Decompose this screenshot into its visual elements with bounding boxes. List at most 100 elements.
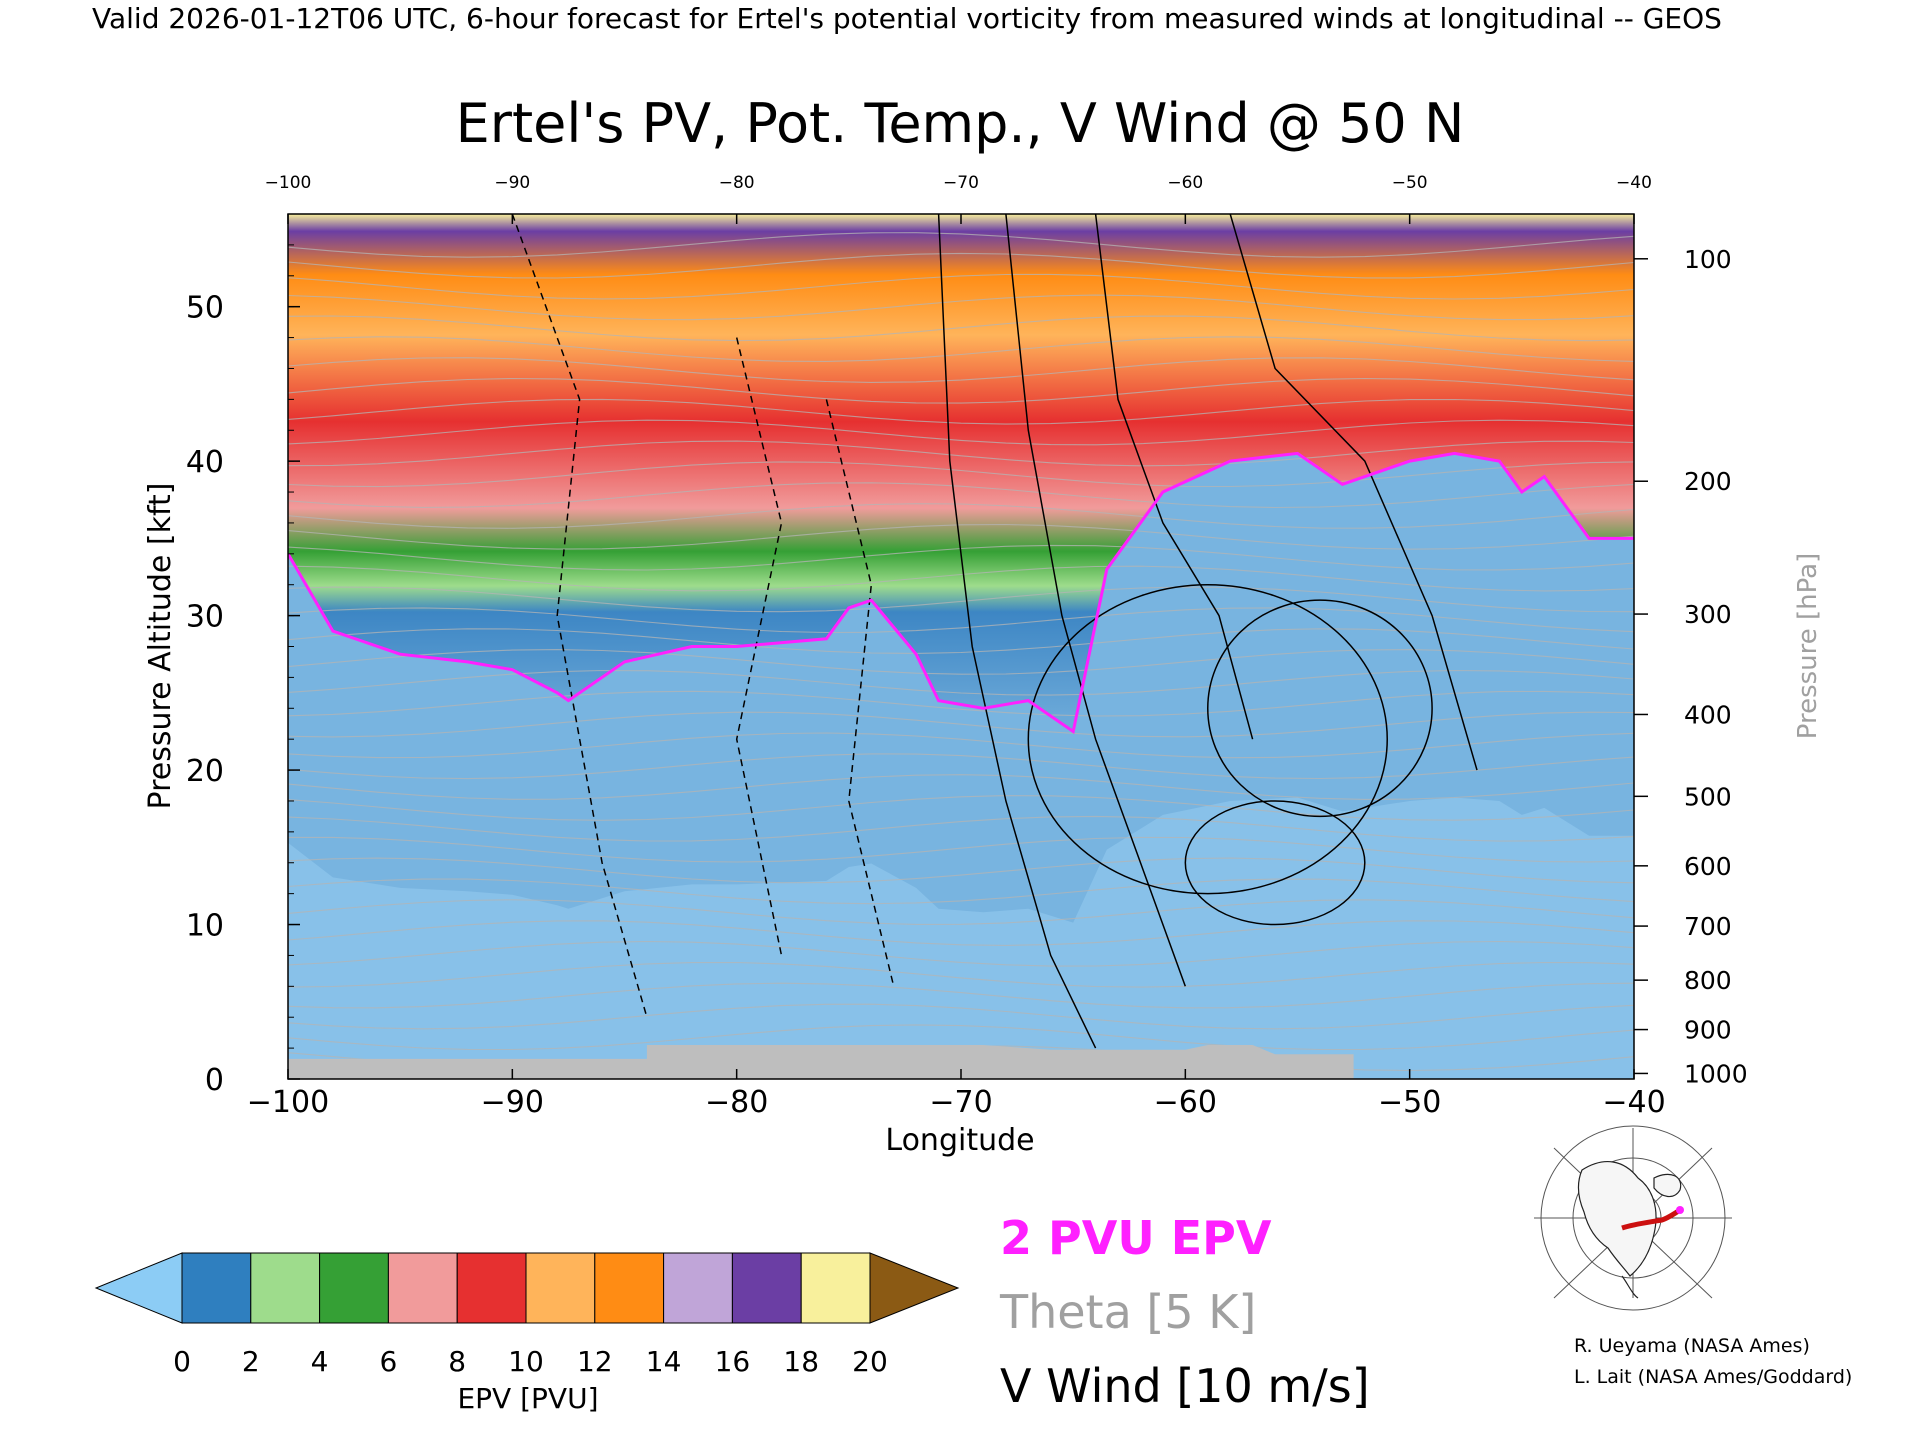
- x-tick-label: −50: [1378, 1085, 1441, 1120]
- pressure-tick-label: 800: [1684, 966, 1732, 995]
- theta-line: [288, 357, 1634, 383]
- x-tick-label: −100: [247, 1085, 329, 1120]
- header-banner: Valid 2026-01-12T06 UTC, 6-hour forecast…: [92, 2, 1722, 35]
- wind-contour: [1184, 800, 1366, 926]
- colorbar-segment: [181, 1252, 252, 1324]
- wind-contour: [1207, 599, 1433, 818]
- theta-line: [288, 1003, 1634, 1030]
- chart-title: Ertel's PV, Pot. Temp., V Wind @ 50 N: [456, 92, 1465, 155]
- locator-map: [1534, 1125, 1732, 1311]
- theta-line: [288, 940, 1634, 967]
- pressure-tick-label: 500: [1684, 782, 1732, 811]
- pressure-tick-label: 700: [1684, 912, 1732, 941]
- colorbar-tick-label: 18: [783, 1345, 819, 1378]
- colorbar: 0 2 4 6 8 10 12 14 16 18 20: [94, 1252, 960, 1378]
- colorbar-segment: [387, 1252, 458, 1324]
- colorbar-tick-label: 16: [715, 1345, 751, 1378]
- pressure-tick-label: 600: [1684, 852, 1732, 881]
- pv-2pvu-contour: [288, 451, 1634, 735]
- theta-line: [288, 315, 1634, 342]
- terrain-mask: [288, 1045, 1354, 1079]
- lower-troposphere-fill: [288, 797, 1634, 1079]
- theta-line: [288, 857, 1634, 884]
- theta-line: [288, 336, 1634, 362]
- colorbar-segment: [800, 1252, 871, 1324]
- colorbar-tick-label: 2: [242, 1345, 260, 1378]
- colorbar-under-arrow: [94, 1252, 183, 1324]
- y-tick-label: 0: [205, 1063, 224, 1098]
- top-tick-label: −50: [1392, 173, 1428, 193]
- colorbar-over-arrow: [869, 1252, 960, 1324]
- y-tick-label: 10: [186, 909, 224, 944]
- y-tick-label: 30: [186, 600, 224, 635]
- pressure-tick-label: 100: [1684, 245, 1732, 274]
- pressure-tick-label: 900: [1684, 1016, 1732, 1045]
- wind-contour: [1094, 214, 1254, 740]
- theta-line: [288, 628, 1634, 654]
- legend-pv: 2 PVU EPV: [1000, 1211, 1272, 1265]
- top-tick-label: −40: [1616, 173, 1652, 193]
- top-tick-label: −80: [719, 173, 755, 193]
- colorbar-tick-label: 0: [173, 1345, 191, 1378]
- pressure-tick-label: 400: [1684, 700, 1732, 729]
- theta-line: [288, 669, 1634, 696]
- wind-contour: [1027, 583, 1388, 895]
- colorbar-tick-label: 4: [311, 1345, 329, 1378]
- v-wind-contours: [511, 214, 1478, 1049]
- legend-wind: V Wind [10 m/s]: [1000, 1359, 1370, 1413]
- theta-line: [288, 294, 1634, 321]
- top-tick-label: −90: [494, 173, 530, 193]
- credit-line-1: R. Ueyama (NASA Ames): [1574, 1335, 1810, 1357]
- theta-line: [288, 503, 1634, 529]
- theta-line: [288, 377, 1634, 404]
- theta-line: [288, 774, 1634, 800]
- theta-line: [288, 815, 1634, 842]
- x-axis-label: Longitude: [885, 1123, 1034, 1158]
- theta-line: [288, 899, 1634, 925]
- colorbar-segment: [525, 1252, 596, 1324]
- pressure-tick-label: 1000: [1684, 1059, 1748, 1088]
- colorbar-segment: [663, 1252, 733, 1324]
- theta-line: [288, 711, 1634, 738]
- theta-line: [288, 440, 1634, 467]
- theta-line: [288, 586, 1634, 613]
- theta-line: [288, 523, 1634, 550]
- x-tick-label: −80: [705, 1085, 768, 1120]
- y-axis-label: Pressure Altitude [kft]: [143, 483, 178, 810]
- x-tick-label: −70: [929, 1085, 992, 1120]
- colorbar-tick-label: 12: [577, 1345, 613, 1378]
- wind-contour: [1005, 214, 1187, 987]
- theta-line: [288, 1024, 1634, 1051]
- colorbar-tick-label: 14: [646, 1345, 682, 1378]
- y-tick-label: 40: [186, 445, 224, 480]
- top-tick-label: −70: [943, 173, 979, 193]
- theta-line: [288, 461, 1634, 488]
- credit-line-2: L. Lait (NASA Ames/Goddard): [1574, 1366, 1852, 1388]
- colorbar-tick-label: 20: [852, 1345, 888, 1378]
- pressure-axis-ticks: 100 200 300 400 500 600 700 800 900 1000: [1634, 245, 1748, 1088]
- pressure-tick-label: 200: [1684, 467, 1732, 496]
- legend-theta: Theta [5 K]: [999, 1285, 1256, 1339]
- colorbar-tick-label: 10: [508, 1345, 544, 1378]
- theta-line: [288, 920, 1634, 946]
- theta-line: [288, 690, 1634, 717]
- wind-contour: [511, 214, 648, 1018]
- x-tick-label: −40: [1602, 1085, 1665, 1120]
- theta-line: [288, 252, 1634, 279]
- theta-line: [288, 398, 1634, 425]
- colorbar-segment: [250, 1252, 321, 1324]
- colorbar-segment: [731, 1252, 802, 1324]
- theta-line: [288, 836, 1634, 863]
- colorbar-segment: [319, 1252, 389, 1324]
- y-tick-label: 20: [186, 754, 224, 789]
- colorbar-label: EPV [PVU]: [457, 1382, 598, 1415]
- top-tick-label: −60: [1167, 173, 1203, 193]
- theta-line: [288, 732, 1634, 759]
- theta-line: [288, 607, 1634, 634]
- pressure-axis-label: Pressure [hPa]: [1793, 553, 1823, 740]
- x-tick-label: −60: [1154, 1085, 1217, 1120]
- theta-line: [288, 961, 1634, 988]
- theta-line: [288, 565, 1634, 592]
- theta-contours: [288, 232, 1634, 1072]
